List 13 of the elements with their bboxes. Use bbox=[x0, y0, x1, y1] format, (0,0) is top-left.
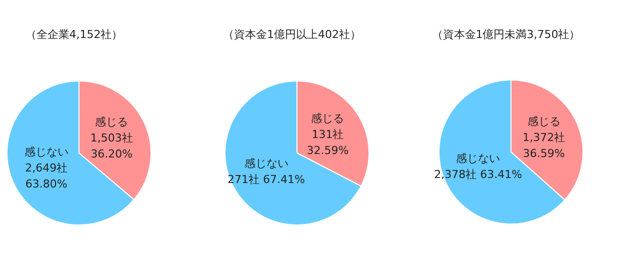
chart-title: （全企業4,152社） bbox=[25, 28, 123, 41]
chart-title: （資本金1億円未満3,750社） bbox=[432, 28, 580, 41]
slice-label: 感じない bbox=[244, 157, 288, 170]
data-label: 1,503社 36.20% bbox=[90, 131, 133, 160]
data-label: 131社 32.59% bbox=[306, 128, 349, 157]
data-label: 1,372社 36.59% bbox=[522, 130, 566, 160]
chart-title: （資本金1億円以上402社） bbox=[223, 28, 361, 41]
data-label: 2,649社 63.80% bbox=[25, 162, 68, 191]
slice-label: 感じる bbox=[311, 112, 344, 125]
slice-label: 感じない bbox=[24, 146, 68, 159]
slice-label: 感じる bbox=[95, 115, 128, 128]
slice-label: 感じる bbox=[527, 114, 560, 128]
slice-label: 感じない bbox=[456, 152, 500, 166]
